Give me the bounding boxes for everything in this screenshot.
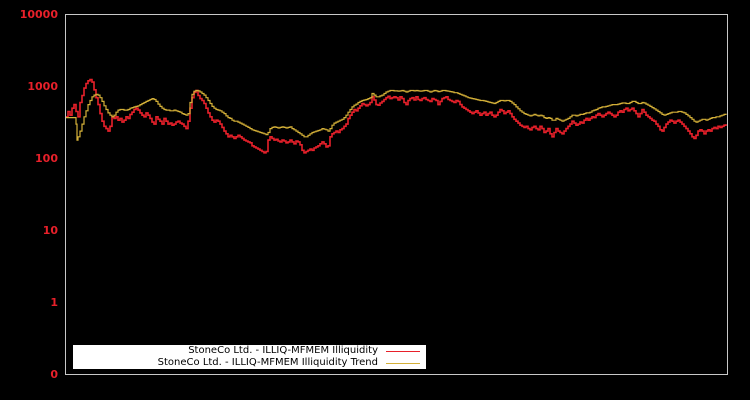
legend-label: StoneCo Ltd. - ILLIQ-MFMEM Illiquidity T… [157, 357, 378, 368]
series-layer [66, 78, 727, 154]
legend-item-illiquidity: StoneCo Ltd. - ILLIQ-MFMEM Illiquidity [188, 345, 426, 357]
series-illiquidity-trend-line [66, 89, 727, 141]
plot-frame [65, 14, 728, 375]
y-tick-label: 10000 [19, 8, 58, 21]
legend-label: StoneCo Ltd. - ILLIQ-MFMEM Illiquidity [188, 345, 378, 356]
y-tick-label: 1000 [27, 80, 58, 93]
legend-item-illiquidity-trend: StoneCo Ltd. - ILLIQ-MFMEM Illiquidity T… [158, 357, 426, 369]
legend-swatch-gold [386, 362, 420, 364]
legend: StoneCo Ltd. - ILLIQ-MFMEM Illiquidity S… [73, 345, 426, 369]
series-illiquidity-line [66, 78, 727, 154]
legend-swatch-red [386, 350, 420, 352]
y-tick-label: 10 [42, 224, 58, 237]
y-tick-label: 100 [35, 152, 58, 165]
y-tick-label: 0 [50, 368, 58, 381]
y-tick-label: 1 [50, 296, 58, 309]
